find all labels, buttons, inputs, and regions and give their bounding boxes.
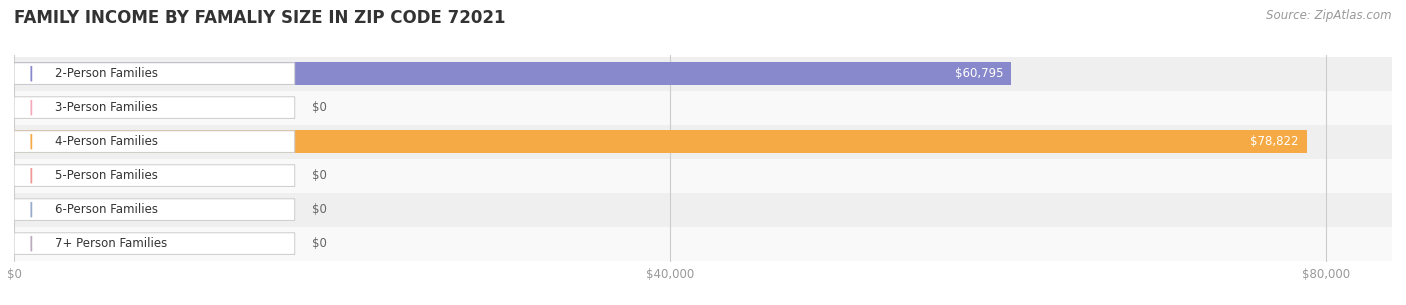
FancyBboxPatch shape [14, 63, 295, 84]
Text: 4-Person Families: 4-Person Families [55, 135, 157, 148]
FancyBboxPatch shape [14, 165, 295, 186]
Text: $0: $0 [312, 101, 326, 114]
Bar [14, 130, 1308, 153]
Text: $0: $0 [312, 169, 326, 182]
Text: 3-Person Families: 3-Person Families [55, 101, 157, 114]
Bar [14, 57, 1392, 91]
Text: $78,822: $78,822 [1250, 135, 1299, 148]
Text: $0: $0 [312, 237, 326, 250]
Bar [14, 192, 1392, 227]
Bar [14, 62, 1011, 85]
FancyBboxPatch shape [14, 233, 295, 254]
Text: 5-Person Families: 5-Person Families [55, 169, 157, 182]
Text: $60,795: $60,795 [955, 67, 1002, 80]
Bar [14, 125, 1392, 159]
Text: 6-Person Families: 6-Person Families [55, 203, 157, 216]
FancyBboxPatch shape [14, 131, 295, 152]
Bar [14, 159, 1392, 192]
Bar [14, 91, 1392, 125]
Bar [14, 227, 1392, 260]
FancyBboxPatch shape [14, 97, 295, 118]
Text: Source: ZipAtlas.com: Source: ZipAtlas.com [1267, 9, 1392, 22]
Text: 7+ Person Families: 7+ Person Families [55, 237, 167, 250]
Text: $0: $0 [312, 203, 326, 216]
Text: FAMILY INCOME BY FAMALIY SIZE IN ZIP CODE 72021: FAMILY INCOME BY FAMALIY SIZE IN ZIP COD… [14, 9, 506, 27]
Text: 2-Person Families: 2-Person Families [55, 67, 157, 80]
FancyBboxPatch shape [14, 199, 295, 221]
